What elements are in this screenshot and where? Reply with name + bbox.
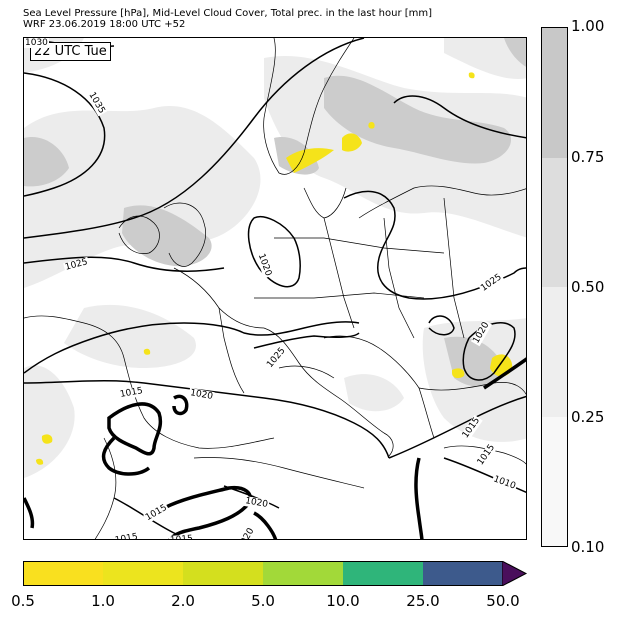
isobar-label: 1015	[168, 533, 195, 539]
weather-map: 22 UTC Tue 1030 1035 1025 1020 1025 1020 1025 1…	[23, 37, 527, 540]
time-label: 22 UTC Tue	[30, 42, 111, 61]
precip-colorbar-tick-label: 1.0	[91, 592, 115, 610]
cloud-cover-colorbar	[541, 27, 568, 547]
cloud-colorbar-tick-label: 0.50	[571, 278, 605, 296]
precip-colorbar-extend-arrow	[502, 561, 528, 586]
isobar-label: 1030	[24, 38, 49, 48]
cloud-colorbar-segment	[542, 416, 567, 546]
precipitation-colorbar	[23, 561, 528, 586]
cloud-colorbar-segment	[542, 157, 567, 287]
chart-subtitle: WRF 23.06.2019 18:00 UTC +52	[23, 19, 186, 30]
precip-colorbar-segment	[103, 561, 183, 586]
precip-colorbar-frame	[23, 561, 503, 586]
precip-colorbar-tick-label: 50.0	[486, 592, 520, 610]
precip-colorbar-tick-label: 2.0	[171, 592, 195, 610]
cloud-colorbar-segment	[542, 28, 567, 158]
cloud-colorbar-tick-label: 0.10	[571, 538, 605, 556]
cloud-colorbar-tick-label: 0.75	[571, 148, 605, 166]
precip-colorbar-segment	[263, 561, 343, 586]
cloud-colorbar-tick-label: 0.25	[571, 408, 605, 426]
cloud-colorbar-segment	[542, 287, 567, 417]
chart-title: Sea Level Pressure [hPa], Mid-Level Clou…	[23, 8, 433, 19]
precip-colorbar-tick-label: 25.0	[406, 592, 440, 610]
precip-colorbar-segment	[23, 561, 103, 586]
precip-colorbar-tick-label: 0.5	[11, 592, 35, 610]
cloud-cover-dark	[24, 38, 526, 387]
precip-colorbar-segment	[423, 561, 503, 586]
precip-colorbar-tick-label: 10.0	[326, 592, 360, 610]
cloud-colorbar-tick-label: 1.00	[571, 17, 605, 35]
precip-colorbar-segment	[343, 561, 423, 586]
precip-colorbar-tick-label: 5.0	[251, 592, 275, 610]
precip-colorbar-segment	[183, 561, 263, 586]
